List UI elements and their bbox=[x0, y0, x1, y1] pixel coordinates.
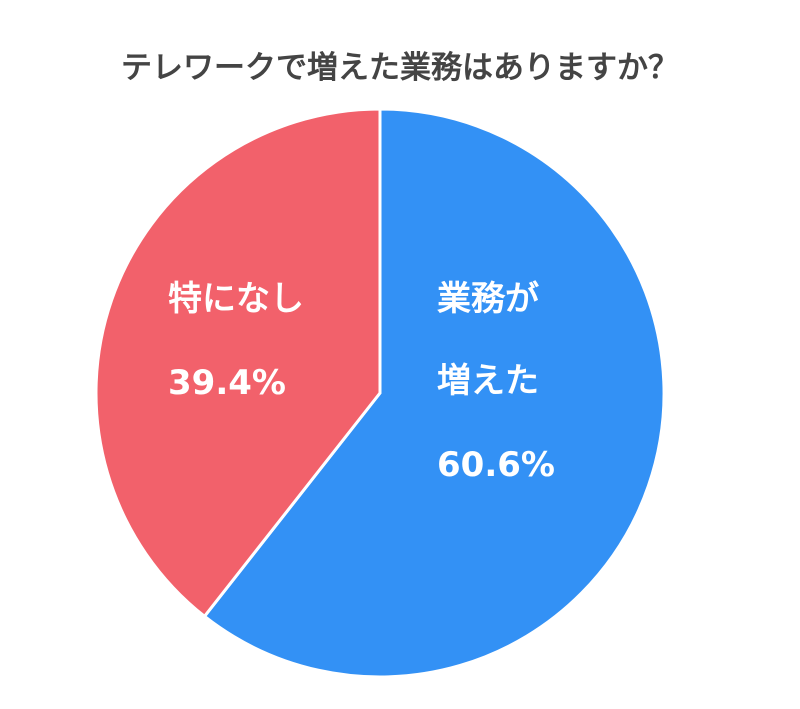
pie-slice bbox=[94, 107, 382, 619]
value-label: 39.4% bbox=[168, 363, 286, 403]
pie-slice bbox=[202, 107, 666, 679]
value-label: 60.6% bbox=[437, 445, 555, 485]
chart-title: テレワークで増えた業務はありますか？ bbox=[121, 50, 679, 86]
category-label: 業務が 増えた bbox=[437, 279, 539, 401]
category-label: 特になし bbox=[168, 279, 304, 319]
